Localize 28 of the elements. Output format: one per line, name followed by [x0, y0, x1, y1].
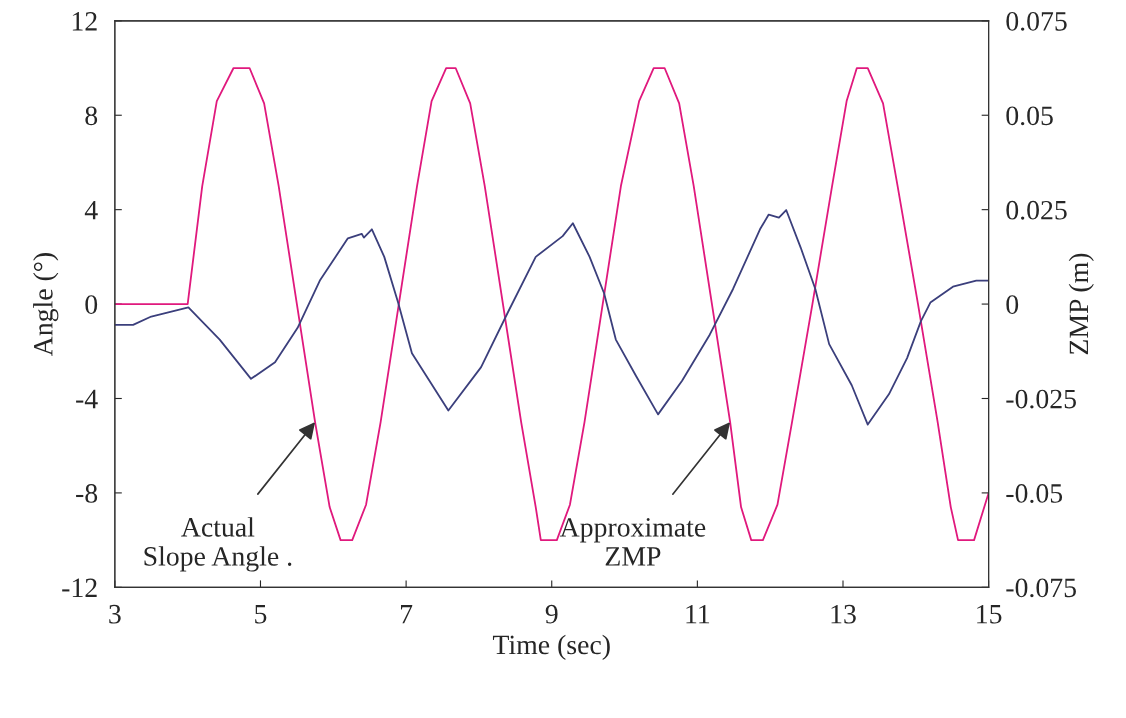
y2-tick-label: 0 — [1006, 295, 1019, 314]
y2-tick-label: 0.05 — [1006, 106, 1053, 126]
line-series — [114, 67, 989, 542]
y-tick-label: 4 — [84, 201, 98, 220]
y-tick-label: -12 — [62, 578, 97, 597]
x-tick-label: 5 — [255, 605, 267, 624]
y2-tick-label: -0.025 — [1006, 389, 1076, 409]
y-tick-label: -8 — [76, 484, 98, 503]
x-tick-label: 11 — [686, 604, 710, 624]
y-tick-label: 12 — [72, 12, 97, 31]
y-tick-label: 8 — [85, 106, 98, 126]
x-tick-label: 15 — [977, 604, 1002, 624]
annotation: Approximate ZMP — [559, 518, 706, 566]
y2-tick-label: 0.075 — [1006, 11, 1067, 31]
x-tick-label: 13 — [831, 604, 856, 624]
y2-axis-title: ZMP (m) — [1068, 253, 1094, 355]
y2-tick-label: -0.075 — [1006, 578, 1076, 598]
y-tick-label: -4 — [76, 389, 98, 409]
y-axis-title: Angle (°) — [33, 253, 59, 357]
annotation: Actual Slope Angle . — [144, 517, 292, 572]
line-series — [114, 209, 989, 426]
y2-tick-label: 0.025 — [1006, 200, 1067, 220]
y2-tick-label: -0.05 — [1006, 484, 1063, 503]
x-axis-title: Time (sec) — [492, 634, 610, 660]
x-tick-label: 7 — [401, 605, 413, 624]
x-tick-label: 9 — [545, 604, 558, 624]
x-tick-label: 3 — [109, 604, 121, 624]
y-tick-label: 0 — [85, 295, 98, 314]
